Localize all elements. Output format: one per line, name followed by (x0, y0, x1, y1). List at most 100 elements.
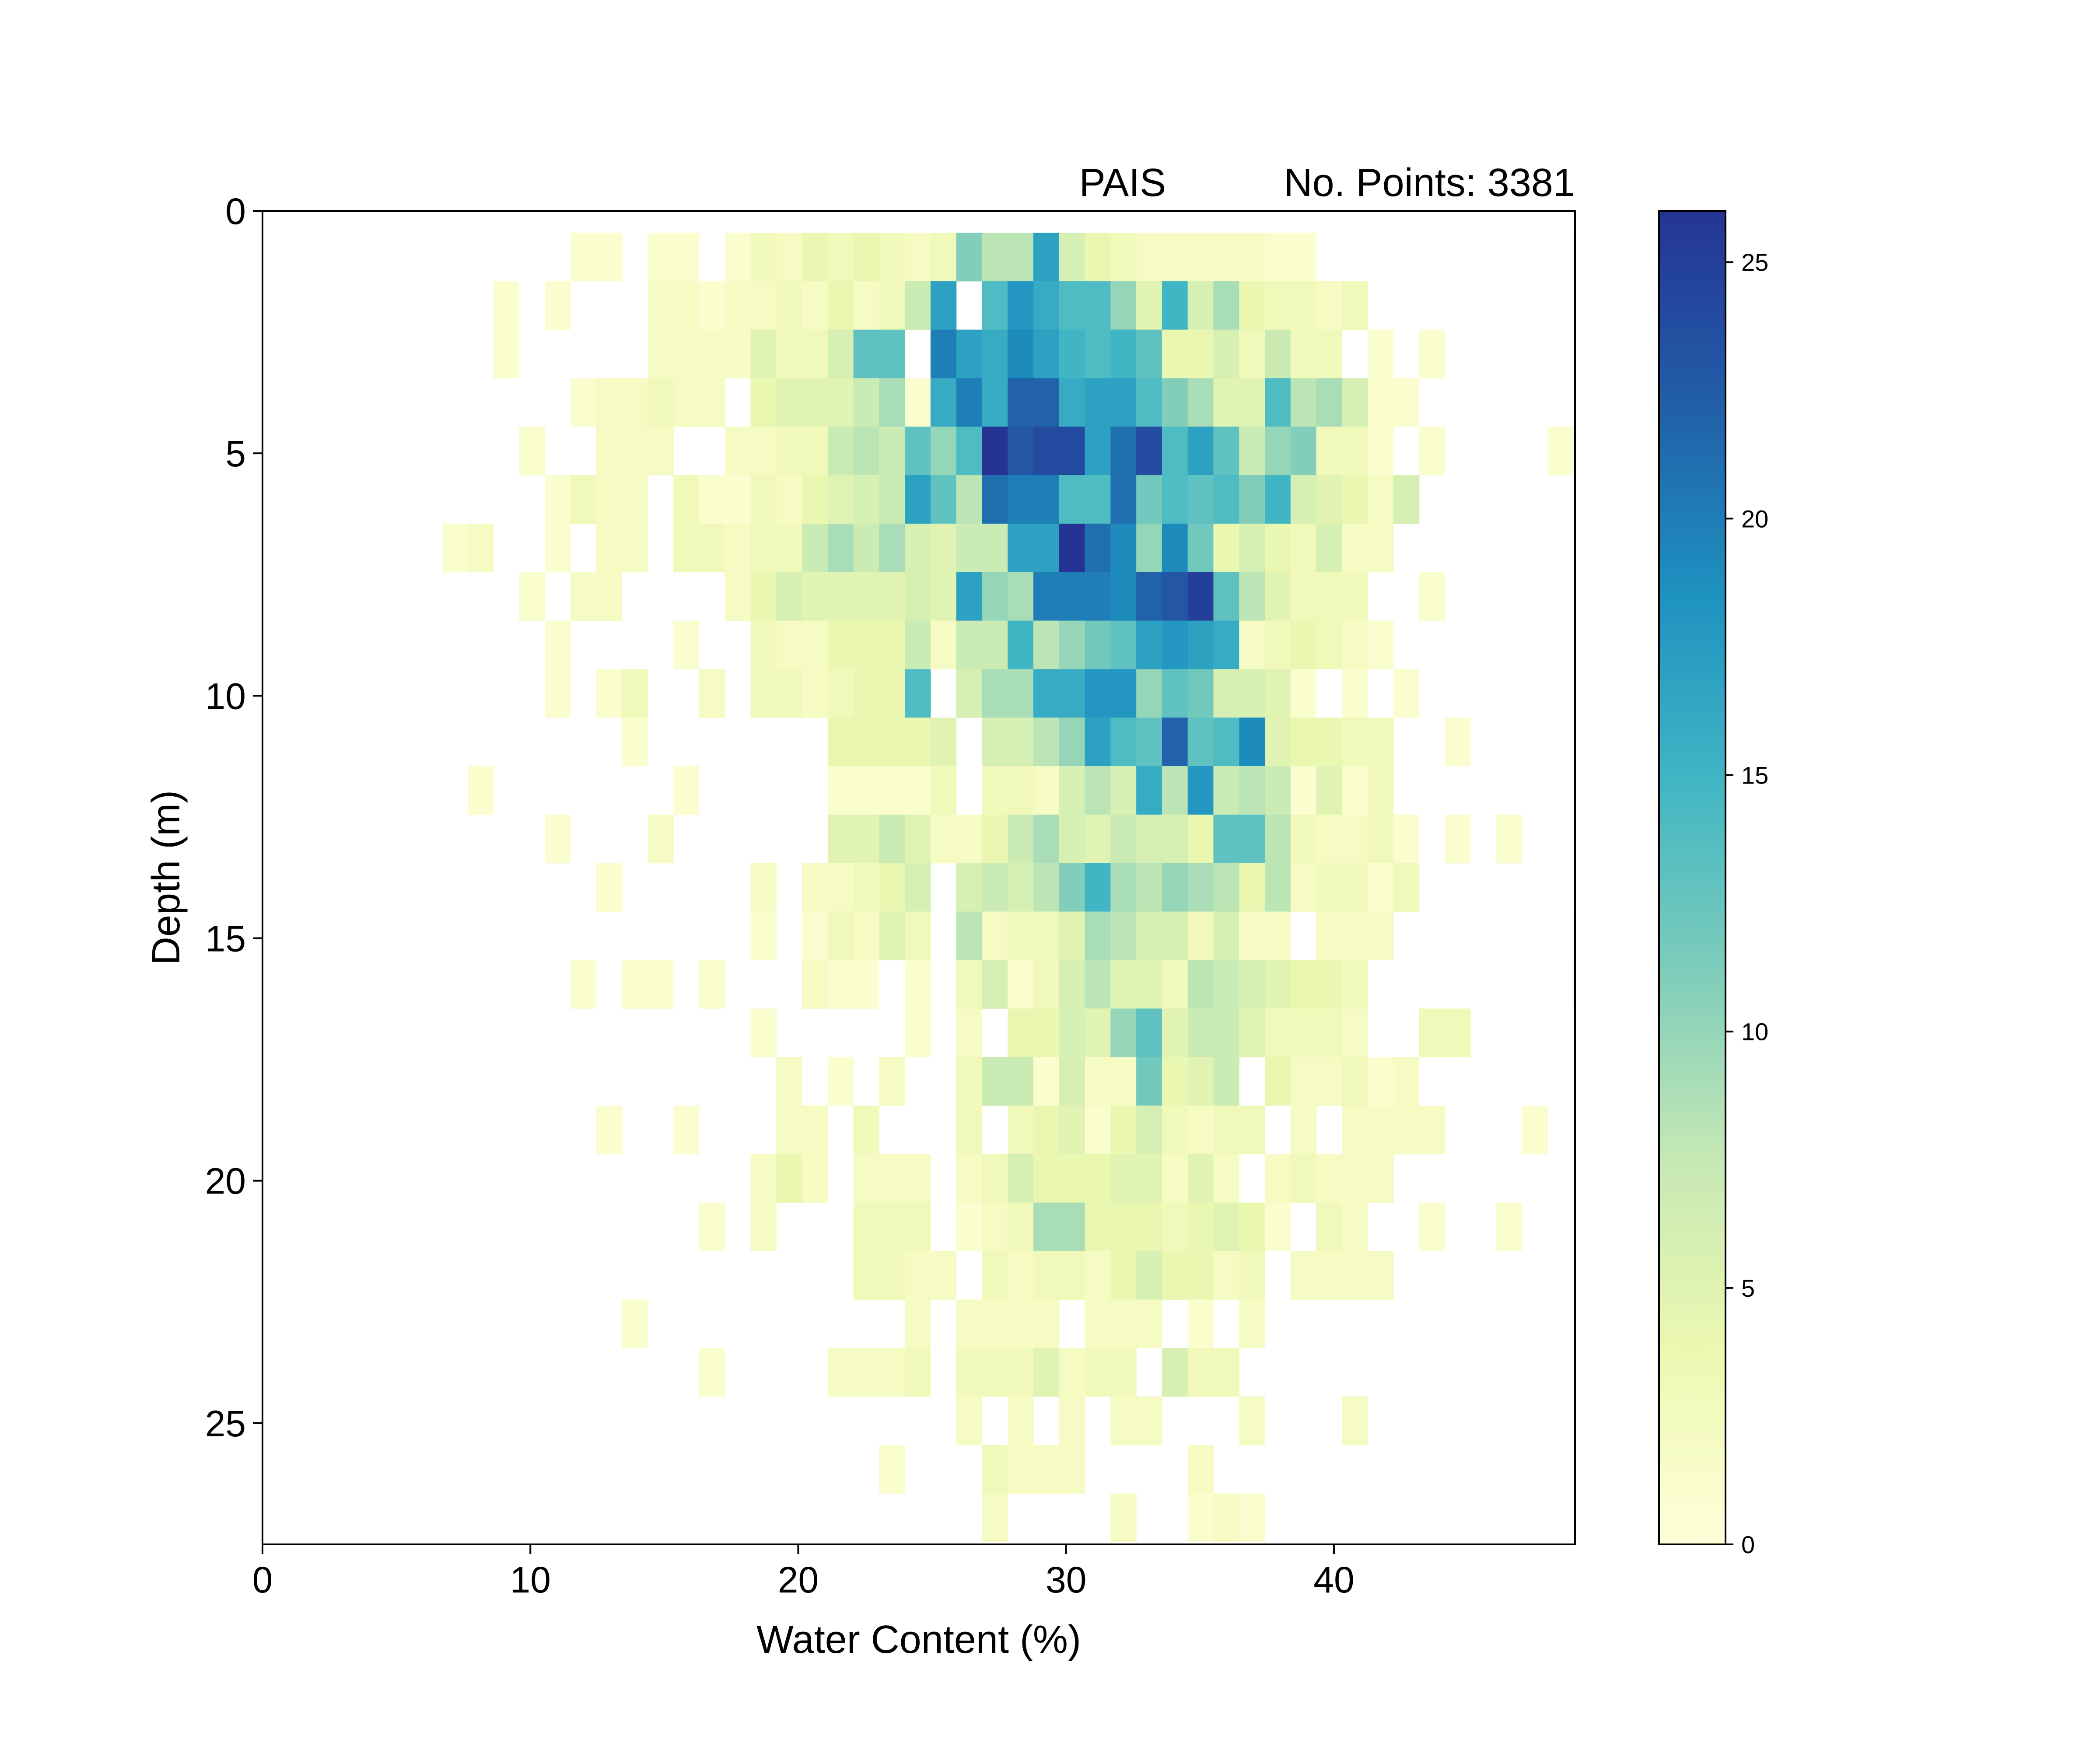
x-tick-label: 20 (778, 1559, 819, 1600)
heatmap-cell (827, 523, 854, 573)
heatmap-cell (1368, 378, 1394, 427)
heatmap-cell (879, 1251, 905, 1300)
heatmap-cell (853, 1105, 879, 1155)
heatmap-cell (1368, 475, 1394, 524)
heatmap-cell (956, 960, 983, 1009)
heatmap-cell (802, 863, 828, 912)
heatmap-cell (1213, 281, 1239, 330)
heatmap-cell (622, 475, 648, 524)
colorbar-ticks: 0 5 10 15 20 25 (1726, 248, 1768, 1558)
heatmap-cell (1033, 960, 1060, 1009)
heatmap-cell (1213, 718, 1239, 766)
heatmap-cell (1085, 329, 1111, 378)
heatmap-cell (1265, 814, 1291, 864)
heatmap-cell (596, 378, 623, 427)
heatmap-cell (1162, 329, 1188, 378)
heatmap-cell (879, 814, 905, 864)
heatmap-cell (1368, 427, 1394, 476)
heatmap-cell (853, 620, 879, 670)
heatmap-cell (1162, 281, 1188, 330)
heatmap-cell (673, 281, 700, 330)
heatmap-cell (1162, 1348, 1188, 1397)
heatmap-cell (1213, 1008, 1239, 1057)
heatmap-cell (1239, 427, 1265, 476)
heatmap-cell (776, 378, 802, 427)
heatmap-cell (1136, 718, 1162, 766)
heatmap-cell (1008, 1105, 1034, 1155)
heatmap-cell (1110, 863, 1137, 912)
heatmap-cell (1008, 1445, 1034, 1494)
heatmap-cell (905, 475, 931, 524)
heatmap-cell (1110, 669, 1137, 718)
heatmap-cell (1085, 378, 1111, 427)
heatmap-cell (956, 1154, 983, 1203)
heatmap-cell (982, 1057, 1008, 1106)
heatmap-cell (1239, 329, 1265, 378)
heatmap-cell (1213, 427, 1239, 476)
heatmap-cell (956, 378, 983, 427)
heatmap-cell (827, 669, 854, 718)
heatmap-cell (1059, 1251, 1085, 1300)
heatmap-cell (1290, 1105, 1317, 1155)
heatmap-cell (853, 572, 879, 621)
x-tick-label: 30 (1046, 1559, 1086, 1600)
heatmap-cell (1110, 475, 1137, 524)
heatmap-cell (1213, 766, 1239, 815)
heatmap-cell (905, 427, 931, 476)
heatmap-cell (827, 718, 854, 766)
heatmap-cell (1290, 232, 1317, 282)
heatmap-cell (1213, 1057, 1239, 1106)
colorbar-tick-label: 5 (1741, 1274, 1755, 1302)
heatmap-cell (1136, 911, 1162, 961)
heatmap-cell (1265, 329, 1291, 378)
heatmap-cell (570, 232, 597, 282)
heatmap-cell (1239, 378, 1265, 427)
heatmap-cell (699, 1202, 725, 1252)
heatmap-cell (545, 814, 571, 864)
heatmap-cell (1110, 572, 1137, 621)
heatmap-cell (1368, 1251, 1394, 1300)
heatmap-cell (1265, 960, 1291, 1009)
heatmap-cell (1110, 329, 1137, 378)
heatmap-cell (956, 427, 983, 476)
heatmap-cell (879, 378, 905, 427)
heatmap-cell (1393, 1105, 1420, 1155)
heatmap-cell (879, 1154, 905, 1203)
colorbar-tick-label: 10 (1741, 1018, 1768, 1046)
heatmap-cell (750, 620, 777, 670)
heatmap-cell (1033, 232, 1060, 282)
heatmap-cell (1187, 1057, 1214, 1106)
heatmap-cell (1419, 1202, 1446, 1252)
heatmap-cell (802, 1105, 828, 1155)
heatmap-cell (905, 960, 931, 1009)
heatmap-cell (956, 1396, 983, 1446)
heatmap-cell (879, 427, 905, 476)
heatmap-cell (1368, 1105, 1394, 1155)
heatmap-cell (879, 572, 905, 621)
heatmap-cell (1213, 378, 1239, 427)
heatmap-cell (802, 281, 828, 330)
y-axis-label: Depth (m) (144, 790, 188, 965)
colorbar (1658, 210, 1726, 1545)
heatmap-cell (1316, 1154, 1342, 1203)
heatmap-cell (1085, 475, 1111, 524)
heatmap-cell (648, 378, 674, 427)
heatmap-cell (1059, 911, 1085, 961)
heatmap-cell (750, 523, 777, 573)
heatmap-cell (1316, 960, 1342, 1009)
heatmap-cell (467, 523, 494, 573)
heatmap-cell (1393, 669, 1420, 718)
heatmap-cell (1162, 1008, 1188, 1057)
heatmap-cell (982, 523, 1008, 573)
heatmap-cell (1187, 1348, 1214, 1397)
heatmap-cell (853, 475, 879, 524)
heatmap-cell (1213, 814, 1239, 864)
heatmap-cell (1136, 620, 1162, 670)
heatmap-cell (570, 378, 597, 427)
heatmap-cell (905, 281, 931, 330)
heatmap-cell (1239, 960, 1265, 1009)
heatmap-cell (905, 1202, 931, 1252)
heatmap-cell (1342, 1251, 1368, 1300)
heatmap-cell (545, 281, 571, 330)
heatmap-cell (1008, 1202, 1034, 1252)
